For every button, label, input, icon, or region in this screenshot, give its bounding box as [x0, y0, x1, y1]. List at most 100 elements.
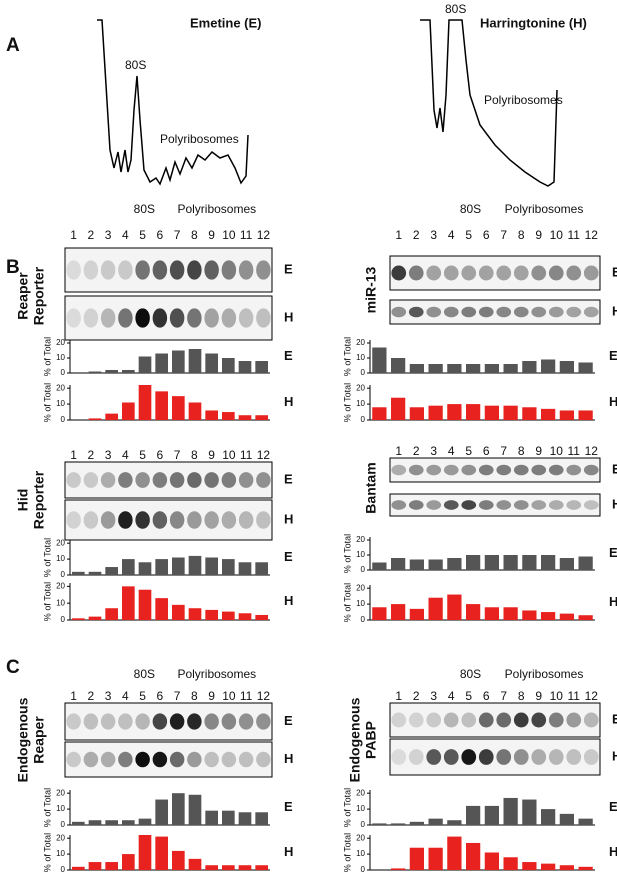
- blot-band: [256, 751, 271, 768]
- lane-number: 11: [568, 444, 581, 458]
- bar: [541, 555, 556, 570]
- lane-number: 7: [174, 689, 181, 703]
- blot-band: [461, 265, 477, 281]
- blot-band: [152, 751, 168, 768]
- blot-band: [83, 713, 99, 730]
- chart-tag: H: [284, 593, 293, 608]
- y-tick-label: 20: [56, 383, 65, 392]
- blot-band: [443, 265, 459, 281]
- lane-number: 10: [550, 228, 564, 242]
- blot-band: [169, 511, 185, 529]
- row-tag: E: [284, 713, 293, 728]
- y-tick-label: 10: [356, 849, 365, 858]
- profile-title: Harringtonine (H): [480, 15, 587, 30]
- bar: [172, 557, 185, 575]
- bar: [578, 362, 593, 373]
- blot-band: [187, 511, 202, 529]
- lane-number: 2: [88, 689, 95, 703]
- bar: [222, 559, 235, 575]
- blot-band: [118, 511, 133, 529]
- lane-number: 8: [191, 689, 198, 703]
- bar: [222, 611, 235, 620]
- bar: [466, 805, 481, 825]
- bar: [522, 862, 537, 870]
- blot-frame: [64, 247, 273, 293]
- blot-band: [135, 713, 150, 730]
- blot-frame: [389, 299, 601, 325]
- lane-number: 5: [139, 448, 146, 462]
- peak-label: 80S: [134, 667, 155, 681]
- blot-name: Hid: [15, 489, 31, 512]
- bar: [503, 857, 518, 870]
- chart-tag: E: [284, 549, 293, 564]
- blot-band: [496, 306, 512, 318]
- blot-name: miR-13: [363, 266, 379, 313]
- blot-band: [187, 260, 202, 280]
- y-tick-label: 10: [56, 804, 65, 813]
- blot-band: [83, 511, 99, 529]
- bar: [559, 361, 574, 373]
- lane-number: 6: [157, 448, 164, 462]
- bar: [372, 407, 387, 420]
- blot-band: [83, 260, 99, 280]
- blot-band: [256, 713, 271, 730]
- blot-band: [478, 500, 494, 510]
- bar: [447, 364, 462, 373]
- bar: [447, 836, 462, 870]
- blot-frame: [389, 493, 601, 517]
- bar: [466, 842, 481, 870]
- blot-band: [238, 511, 254, 529]
- y-axis-label: % of Total: [342, 788, 352, 827]
- blot-frame: [64, 295, 273, 341]
- blot-band: [426, 306, 442, 318]
- blot-band: [66, 511, 81, 529]
- lane-number: 6: [483, 444, 490, 458]
- bar: [255, 562, 268, 575]
- bar: [428, 559, 443, 570]
- row-tag: E: [612, 711, 617, 726]
- y-tick-label: 20: [356, 833, 365, 842]
- blot-band: [118, 308, 133, 328]
- blot-band: [391, 500, 407, 510]
- blot-name: Endogenous: [347, 697, 363, 782]
- bar: [105, 413, 118, 420]
- bar: [447, 404, 462, 420]
- blot-band: [496, 749, 512, 765]
- bar: [238, 613, 252, 620]
- bar: [155, 559, 168, 575]
- y-axis-label: % of Total: [42, 337, 52, 376]
- blot-band: [566, 500, 582, 510]
- blot-band: [548, 306, 564, 318]
- bar: [255, 614, 268, 620]
- bar: [372, 562, 387, 570]
- blot-band: [83, 472, 99, 488]
- row-tag: E: [612, 461, 617, 476]
- blot-band: [513, 464, 529, 476]
- blot-band: [513, 306, 529, 318]
- bar: [409, 821, 424, 825]
- bar: [122, 820, 135, 825]
- lane-number: 10: [222, 228, 236, 242]
- blot-band: [152, 472, 168, 488]
- blot-band: [443, 712, 459, 728]
- y-tick-label: 10: [56, 554, 65, 563]
- blot-band: [583, 749, 599, 765]
- blot-band: [83, 308, 99, 328]
- y-tick-label: 20: [56, 581, 65, 590]
- blot-band: [496, 500, 512, 510]
- lane-number: 2: [413, 689, 420, 703]
- blot-band: [426, 464, 442, 476]
- bar: [122, 559, 135, 575]
- blot-frame: [389, 255, 601, 291]
- blot-band: [496, 464, 512, 476]
- blot-band: [443, 306, 459, 318]
- bar: [447, 558, 462, 570]
- blot-band: [531, 265, 547, 281]
- lane-number: 6: [483, 228, 490, 242]
- blot-band: [583, 265, 599, 281]
- y-tick-label: 10: [356, 353, 365, 362]
- lane-number: 7: [500, 689, 507, 703]
- bar: [88, 418, 102, 420]
- bar: [122, 586, 135, 620]
- blot-band: [478, 464, 494, 476]
